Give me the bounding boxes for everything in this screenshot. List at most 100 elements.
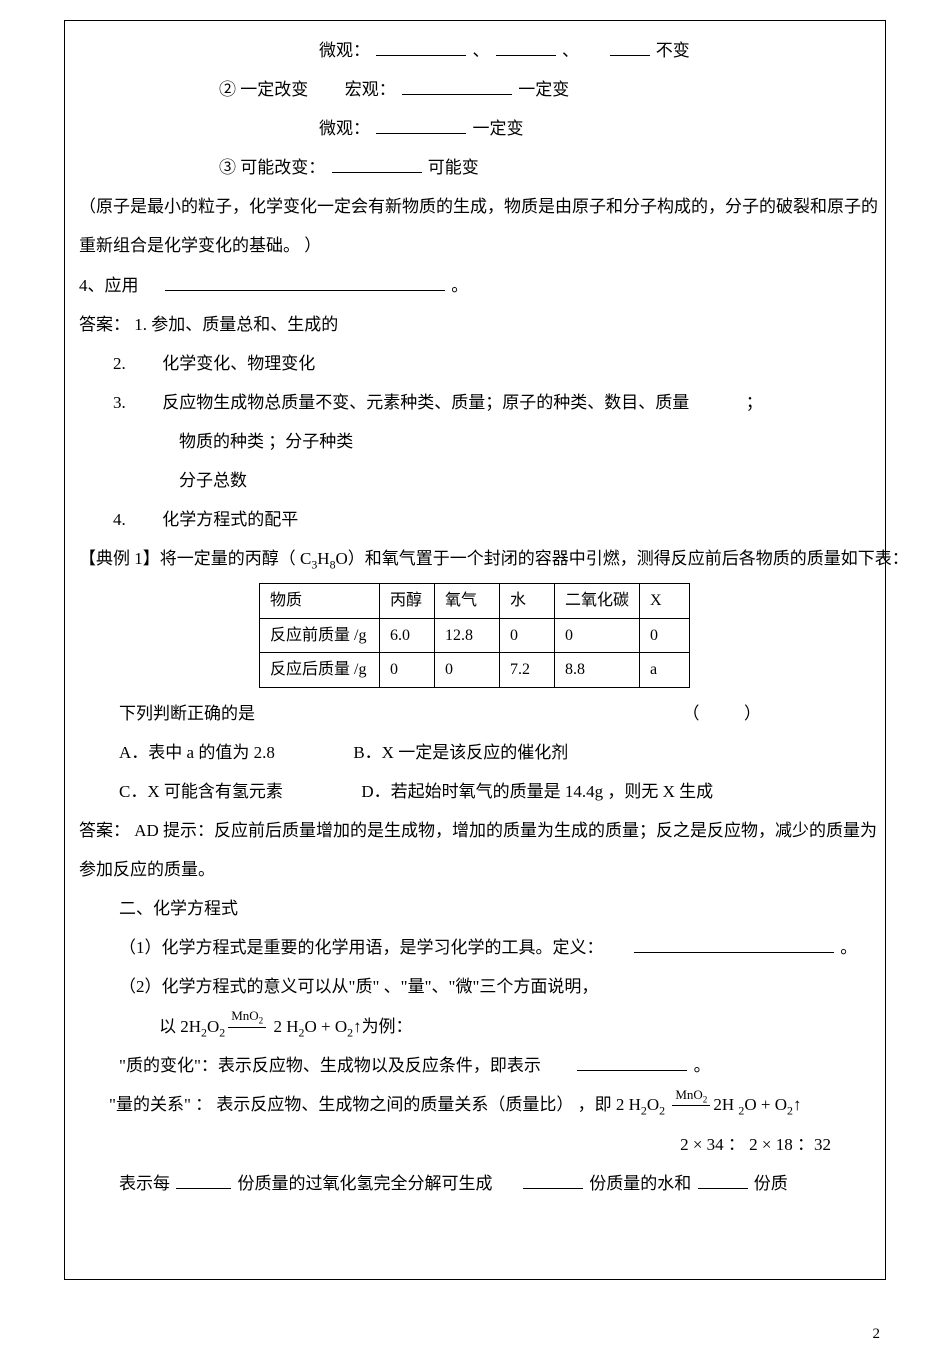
text: 一定变 [473,119,524,138]
table-cell: 8.8 [555,653,640,688]
table-cell: 二氧化碳 [555,583,640,618]
text: O [647,1095,659,1114]
line-change-macro: ② 一定改变 宏观： 一定变 [79,70,871,109]
paragraph-atoms-1: （原子是最小的粒子，化学变化一定会有新物质的生成，物质是由原子和分子构成的，分子… [79,187,871,226]
text: ③ 可能改变： [219,158,325,177]
text: 重新组合是化学变化的基础。 ） [79,236,321,255]
sub: 2 [703,1094,708,1104]
mno2-arrow-icon: MnO2 [228,1009,266,1031]
text: 一定变 [518,80,569,99]
section-2-2: （2）化学方程式的意义可以从"质" 、"量"、"微"三个方面说明， [79,967,871,1006]
content-area: 微观： 、 、 不变 ② 一定改变 宏观： 一定变 微观： 一定变 ③ 可能改变… [65,21,885,1203]
text: 2 H [269,1017,298,1036]
options-ab: A．表中 a 的值为 2.8 B．X 一定是该反应的催化剂 [79,733,871,772]
text: 参加反应的质量。 [79,860,215,879]
table-row: 物质 丙醇 氧气 水 二氧化碳 X [260,583,690,618]
text: 4、应用 [79,276,139,295]
blank [698,1171,748,1189]
text: 表示每 [119,1174,170,1193]
page-number: 2 [873,1317,881,1352]
table-row: 反应后质量 /g 0 0 7.2 8.8 a [260,653,690,688]
table-cell: 0 [435,653,500,688]
text: 答案： 1. 参加、质量总和、生成的 [79,315,338,334]
text: 、 [562,41,579,60]
period: 。 [451,276,468,295]
table-cell: 反应前质量 /g [260,618,380,653]
text: H [317,549,329,568]
text: 宏观： [345,80,396,99]
text: （原子是最小的粒子，化学变化一定会有新物质的生成，物质是由原子和分子构成的，分子… [79,197,878,216]
answers-4: 4. 化学方程式的配平 [79,500,871,539]
text: O）和氧气置于一个封闭的容器中引燃，测得反应前后各物质的质量如下表： [336,549,909,568]
text: 答案： AD 提示：反应前后质量增加的是生成物，增加的质量为生成的质量；反之是反… [79,821,877,840]
answers-3c: 分子总数 [79,461,871,500]
text: 份质量的过氧化氢完全分解可生成 [238,1174,493,1193]
blank [176,1171,231,1189]
text: "量的关系" ： 表示反应物、生成物之间的质量关系（质量比） ，即 2 H [109,1095,641,1114]
blank [376,116,466,134]
text: 分子总数 [179,471,247,490]
table-cell: 6.0 [380,618,435,653]
text: 微观： [319,41,370,60]
answer-ad-2: 参加反应的质量。 [79,850,871,889]
paren-r: ） [744,704,761,723]
judge-line: 下列判断正确的是 （ ） [79,694,871,733]
text: ↑ [793,1095,802,1114]
last-line: 表示每 份质量的过氧化氢完全分解可生成 份质量的水和 份质 [79,1164,871,1203]
answers-3: 3. 反应物生成物总质量不变、元素种类、质量；原子的种类、数目、质量 ； [79,383,871,422]
options-cd: C．X 可能含有氢元素 D．若起始时氧气的质量是 14.4g ，则无 X 生成 [79,772,871,811]
text: ② 一定改变 [219,80,308,99]
mass-table: 物质 丙醇 氧气 水 二氧化碳 X 反应前质量 /g 6.0 12.8 0 0 … [259,583,690,688]
table-cell: 水 [500,583,555,618]
paren-l: （ [683,704,700,723]
opt-c: C．X 可能含有氢元素 [119,782,283,801]
blank [523,1171,583,1189]
answers-2: 2. 化学变化、物理变化 [79,344,871,383]
text: （2）化学方程式的意义可以从"质" 、"量"、"微"三个方面说明， [119,977,598,996]
opt-b: B．X 一定是该反应的催化剂 [353,743,568,762]
example-1-title: 【典例 1】将一定量的丙醇（ C3H8O）和氧气置于一个封闭的容器中引燃，测得反… [79,539,871,579]
table-row: 反应前质量 /g 6.0 12.8 0 0 0 [260,618,690,653]
blank [577,1053,687,1071]
text: ； [746,393,763,412]
opt-a: A．表中 a 的值为 2.8 [119,743,275,762]
sub: 2 [259,1015,264,1025]
mno2-arrow-icon: MnO2 [672,1088,710,1110]
table-cell: 7.2 [500,653,555,688]
text: 微观： [319,119,370,138]
section-2-1: （1）化学方程式是重要的化学用语，是学习化学的工具。定义： 。 [79,928,871,967]
answers-1: 答案： 1. 参加、质量总和、生成的 [79,305,871,344]
text: 不变 [656,41,690,60]
text: 二、化学方程式 [119,899,238,918]
text: "质的变化"：表示反应物、生成物以及反应条件，即表示 [119,1056,541,1075]
blank [402,77,512,95]
text: 下列判断正确的是 [119,704,255,723]
line-micro-2: 微观： 一定变 [79,109,871,148]
text: O [207,1017,219,1036]
text: 份质量的水和 [589,1174,691,1193]
paragraph-atoms-2: 重新组合是化学变化的基础。 ） [79,226,871,265]
table-cell: 丙醇 [380,583,435,618]
text: 化学方程式的配平 [162,510,298,529]
num: 2. [113,354,126,373]
mass-ratio: 2 × 34 ： 2 × 18 ：32 [79,1125,871,1164]
mno2-text: MnO [231,1008,258,1023]
text: 、 [473,41,490,60]
text: 份质 [754,1174,788,1193]
blank [634,935,834,953]
table-cell: a [640,653,690,688]
table-cell: 氧气 [435,583,500,618]
text: 以 2H [159,1017,201,1036]
opt-d: D．若起始时氧气的质量是 14.4g ，则无 X 生成 [361,782,713,801]
table-cell: 0 [380,653,435,688]
answer-ad-1: 答案： AD 提示：反应前后质量增加的是生成物，增加的质量为生成的质量；反之是反… [79,811,871,850]
blank [165,273,445,291]
table-cell: 物质 [260,583,380,618]
blank [332,155,422,173]
text: O + O [304,1017,347,1036]
paren-group: （ ） [683,694,872,733]
num: 4. [113,510,126,529]
zhi-line: "质的变化"：表示反应物、生成物以及反应条件，即表示 。 [79,1046,871,1085]
num: 3. [113,393,126,412]
text: 【典例 1】将一定量的丙醇（ C [79,549,311,568]
